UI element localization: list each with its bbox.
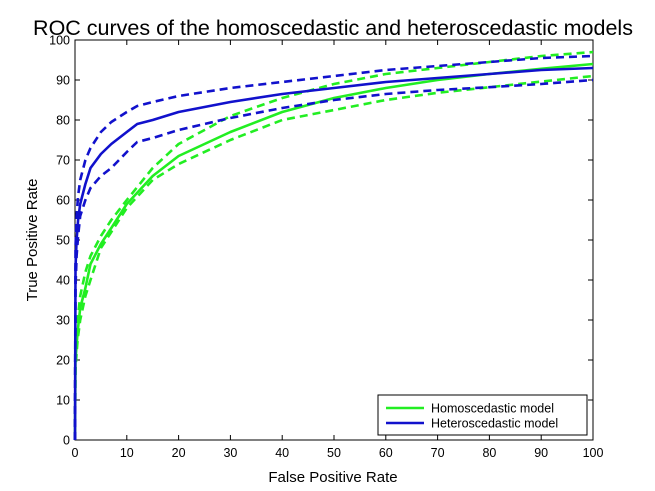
- axes: 0 10 20 30 40 50 60 70 80 90 100 0 10 20 30 40 50 60 70 80 9…: [49, 34, 603, 461]
- heteroscedastic-estimate-line: [73, 66, 594, 441]
- x-tick-label: 0: [72, 446, 79, 460]
- y-tick-label: 20: [56, 354, 70, 368]
- x-tick-label: 20: [172, 446, 186, 460]
- x-tick-label: 30: [223, 446, 237, 460]
- x-tick-label: 10: [120, 446, 134, 460]
- y-tick-label: 90: [56, 74, 70, 88]
- legend-label: Homoscedastic model: [431, 402, 554, 416]
- x-tick-label: 80: [482, 446, 496, 460]
- homoscedastic-upper-bound-line: [73, 50, 594, 441]
- y-tick-label: 80: [56, 114, 70, 128]
- y-tick-label: 0: [63, 434, 70, 448]
- x-tick-label: 100: [583, 446, 604, 460]
- y-tick-label: 100: [49, 34, 70, 48]
- heteroscedastic-lower-bound-line: [73, 78, 594, 441]
- x-tick-label: 50: [327, 446, 341, 460]
- y-tick-label: 40: [56, 274, 70, 288]
- chart-title: ROC curves of the homoscedastic and hete…: [33, 16, 633, 40]
- y-tick-label: 60: [56, 194, 70, 208]
- x-axis-label: False Positive Rate: [268, 469, 397, 486]
- homoscedastic-lower-bound-line: [73, 74, 594, 441]
- x-tick-label: 90: [534, 446, 548, 460]
- heteroscedastic-upper-bound-line: [73, 54, 594, 441]
- y-tick-label: 10: [56, 394, 70, 408]
- y-axis-label: True Positive Rate: [24, 179, 41, 302]
- plot-series: [73, 50, 594, 441]
- x-tick-label: 70: [431, 446, 445, 460]
- x-tick-label: 40: [275, 446, 289, 460]
- y-tick-label: 70: [56, 154, 70, 168]
- legend-box: [377, 394, 588, 436]
- legend-label: Heteroscedastic model: [431, 417, 558, 431]
- x-tick-label: 60: [379, 446, 393, 460]
- y-tick-label: 50: [56, 234, 70, 248]
- y-tick-label: 30: [56, 314, 70, 328]
